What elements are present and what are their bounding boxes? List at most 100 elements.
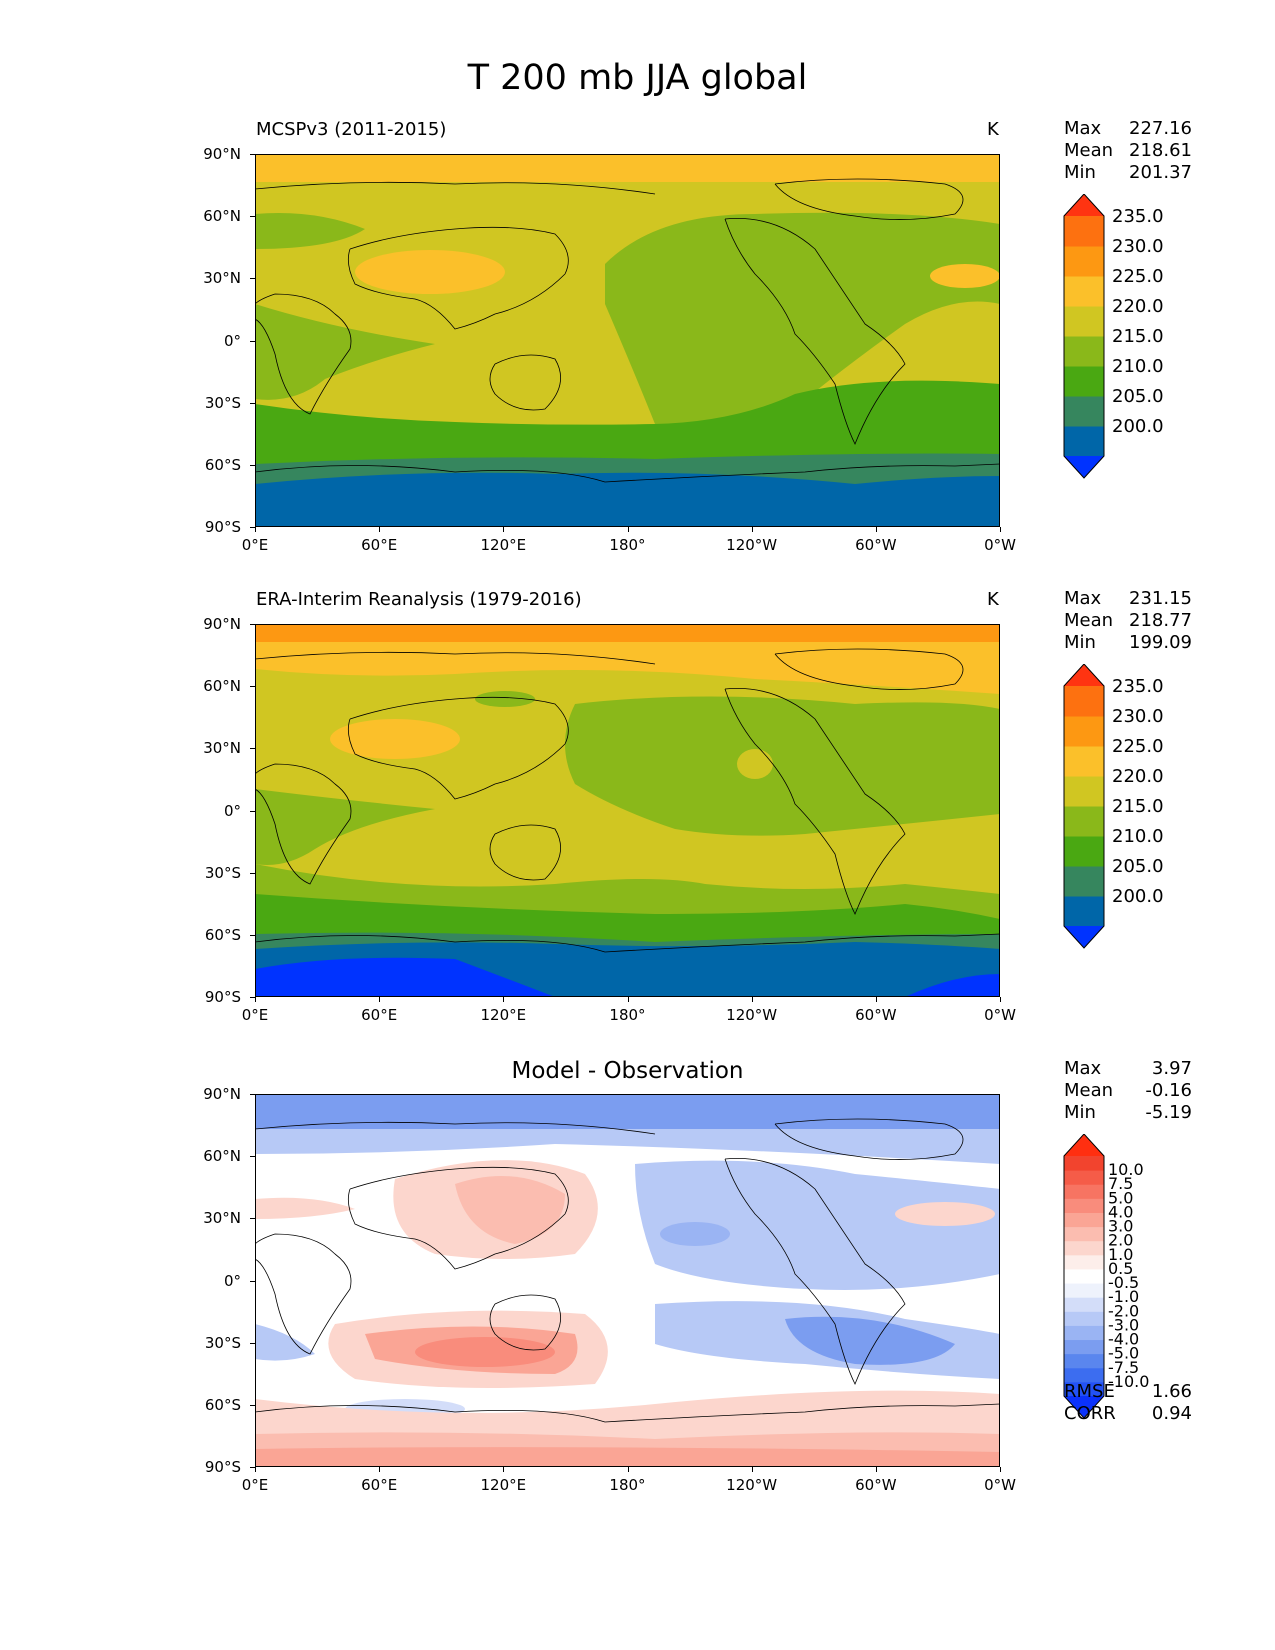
lon-tick-mark xyxy=(751,1467,753,1472)
lon-tick-mark xyxy=(379,1467,381,1472)
lon-tick-mark xyxy=(875,997,877,1002)
lat-tick-label: 30°S xyxy=(204,863,241,882)
colorbar-swatch xyxy=(1064,1240,1104,1256)
lon-tick-label: 120°W xyxy=(726,536,778,554)
colorbar-tick-label: 235.0 xyxy=(1112,206,1164,227)
colorbar-tick-label: 5.0 xyxy=(1108,1188,1133,1207)
lon-tick-mark xyxy=(255,527,256,532)
lon-tick-label: 0°E xyxy=(241,1476,269,1494)
colorbar-swatch xyxy=(1064,366,1104,397)
lon-tick-mark xyxy=(503,1467,505,1472)
colorbar-extend-max xyxy=(1064,194,1104,216)
lon-tick-label: 0°W xyxy=(984,536,1016,554)
difference-map xyxy=(255,1094,1000,1467)
lat-tick-mark xyxy=(250,1404,255,1406)
panel-units: K xyxy=(987,589,999,610)
colorbar-tick-label: 205.0 xyxy=(1112,856,1164,877)
colorbar-swatch xyxy=(1064,1198,1104,1213)
lon-tick-label: 60°W xyxy=(855,536,897,554)
lon-tick-label: 60°W xyxy=(855,1006,897,1024)
colorbar-tick-label: -5.0 xyxy=(1108,1344,1139,1363)
lat-tick-mark xyxy=(250,624,255,625)
colorbar-swatch xyxy=(1064,776,1104,807)
colorbar-swatch xyxy=(1064,396,1104,427)
lat-tick-mark xyxy=(250,464,255,466)
colorbar-tick-label: 1.0 xyxy=(1108,1245,1133,1264)
rmse-label: RMSE xyxy=(1064,1381,1115,1402)
lon-tick-mark xyxy=(503,527,505,532)
map-svg xyxy=(255,1094,1000,1467)
colorbar-swatch xyxy=(1064,716,1104,747)
colorbar-swatch xyxy=(1064,1311,1104,1326)
lon-tick-mark xyxy=(1000,1467,1001,1472)
colorbar-swatch xyxy=(1064,426,1104,457)
lon-tick-mark xyxy=(255,1467,256,1472)
lat-tick-mark xyxy=(250,686,255,688)
colorbar-extend-min xyxy=(1064,1396,1104,1418)
lat-tick-label: 60°N xyxy=(203,207,241,226)
colorbar-tick-label: 230.0 xyxy=(1112,236,1164,257)
stat-min-label: Min xyxy=(1064,1102,1096,1123)
colorbar-tick-label: 240.0 xyxy=(1112,664,1164,667)
colorbar-swatch xyxy=(1064,1367,1104,1383)
lat-tick-label: 60°N xyxy=(203,677,241,696)
colorbar-tick-label: 4.0 xyxy=(1108,1202,1133,1221)
lat-tick-mark xyxy=(250,872,255,874)
colorbar-swatch xyxy=(1064,1283,1104,1298)
colorbar-swatch xyxy=(1064,276,1104,307)
colorbar-extend-min xyxy=(1064,456,1104,478)
lon-tick-label: 120°W xyxy=(726,1476,778,1494)
lat-tick-label: 90°N xyxy=(203,615,241,633)
lon-tick-mark xyxy=(875,527,877,532)
colorbar-swatch xyxy=(1064,896,1104,927)
panel-title: Model - Observation xyxy=(511,1058,744,1084)
corr-value: 0.94 xyxy=(1151,1403,1192,1424)
panel-title: MCSPv3 (2011-2015) xyxy=(256,119,447,140)
stat-min: -5.19 xyxy=(1145,1102,1192,1123)
colorbar-swatch xyxy=(1064,806,1104,837)
lon-tick-label: 120°W xyxy=(726,1006,778,1024)
colorbar-extend-max xyxy=(1064,664,1104,686)
colorbar-tick-label: 225.0 xyxy=(1112,736,1164,757)
lon-tick-label: 60°E xyxy=(361,536,398,554)
colorbar-tick-label: -4.0 xyxy=(1108,1330,1139,1349)
lat-tick-mark xyxy=(250,1156,255,1158)
colorbar-swatch xyxy=(1064,1381,1104,1397)
colorbar-tick-label: -2.0 xyxy=(1108,1301,1139,1320)
temperature-map xyxy=(255,154,1000,527)
colorbar-outline xyxy=(1063,1134,1105,1419)
colorbar-swatch xyxy=(1064,336,1104,367)
lat-tick-label: 30°N xyxy=(203,739,241,758)
stat-mean-label: Mean xyxy=(1064,610,1114,631)
lat-tick-label: 30°S xyxy=(204,1333,241,1352)
colorbar-tick-label: 0.5 xyxy=(1108,1259,1133,1278)
colorbar-swatch xyxy=(1064,246,1104,277)
colorbar-swatch xyxy=(1064,1297,1104,1312)
lat-tick-mark xyxy=(250,216,255,218)
colorbar-swatch xyxy=(1064,1268,1104,1284)
colorbar-tick-label: 3.0 xyxy=(1108,1217,1133,1236)
stat-min: 199.09 xyxy=(1129,632,1192,653)
lat-tick-label: 0° xyxy=(223,1271,241,1290)
stat-max: 231.15 xyxy=(1129,588,1192,609)
lat-tick-mark xyxy=(250,1094,255,1095)
lat-tick-label: 60°N xyxy=(203,1147,241,1166)
lon-tick-label: 0°W xyxy=(984,1006,1016,1024)
lon-tick-label: 0°E xyxy=(241,536,269,554)
stat-mean: 218.77 xyxy=(1129,610,1192,631)
colorbar-tick-label: 220.0 xyxy=(1112,296,1164,317)
lon-tick-label: 120°E xyxy=(480,536,527,554)
lon-tick-label: 0°W xyxy=(984,1476,1016,1494)
colorbar-tick-label: 240.0 xyxy=(1112,194,1164,197)
stat-mean: 218.61 xyxy=(1129,140,1192,161)
colorbar-swatch xyxy=(1064,1226,1104,1242)
colorbar-extend-min xyxy=(1064,926,1104,948)
colorbar-swatch xyxy=(1064,306,1104,337)
lon-tick-mark xyxy=(379,527,381,532)
colorbar-extend-max xyxy=(1064,1134,1104,1156)
colorbar-swatch xyxy=(1064,746,1104,777)
map-svg xyxy=(255,154,1000,527)
colorbar-swatch xyxy=(1064,1156,1104,1171)
lon-tick-label: 0°E xyxy=(241,1006,269,1024)
colorbar-tick-label: 235.0 xyxy=(1112,676,1164,697)
